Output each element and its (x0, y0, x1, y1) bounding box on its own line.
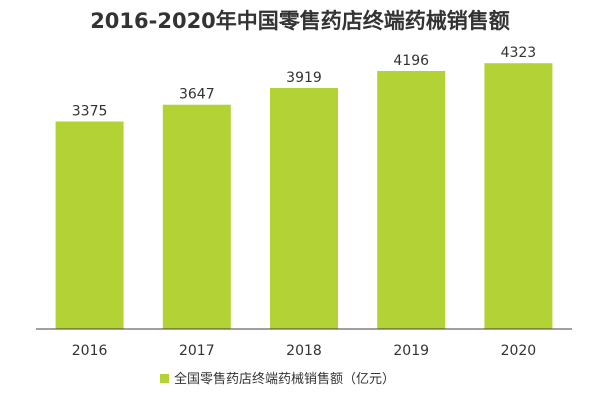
bar-2020 (484, 63, 553, 329)
data-label-2020: 4323 (501, 45, 537, 61)
data-label-2018: 3919 (286, 70, 322, 86)
legend-label: 全国零售药店终端药械销售额（亿元） (174, 371, 395, 387)
chart-title: 2016-2020年中国零售药店终端药械销售额 (90, 9, 510, 33)
bars-layer (55, 63, 553, 329)
data-labels-layer: 3375 3647 3919 4196 4323 (72, 45, 536, 119)
data-label-2017: 3647 (179, 87, 215, 103)
x-tick-label-2020: 2020 (501, 343, 537, 359)
x-tick-label-2018: 2018 (286, 343, 322, 359)
data-label-2019: 4196 (393, 53, 429, 69)
x-tick-label-2017: 2017 (179, 343, 215, 359)
bar-2018 (270, 88, 338, 329)
bar-2016 (55, 121, 124, 329)
x-tick-label-2019: 2019 (393, 343, 429, 359)
bar-2017 (162, 104, 231, 329)
bar-2019 (377, 71, 446, 329)
legend-swatch (160, 374, 169, 383)
data-label-2016: 3375 (72, 104, 108, 120)
x-tick-labels-layer: 2016 2017 2018 2019 2020 (72, 343, 536, 359)
x-tick-label-2016: 2016 (72, 343, 108, 359)
legend: 全国零售药店终端药械销售额（亿元） (160, 371, 395, 387)
